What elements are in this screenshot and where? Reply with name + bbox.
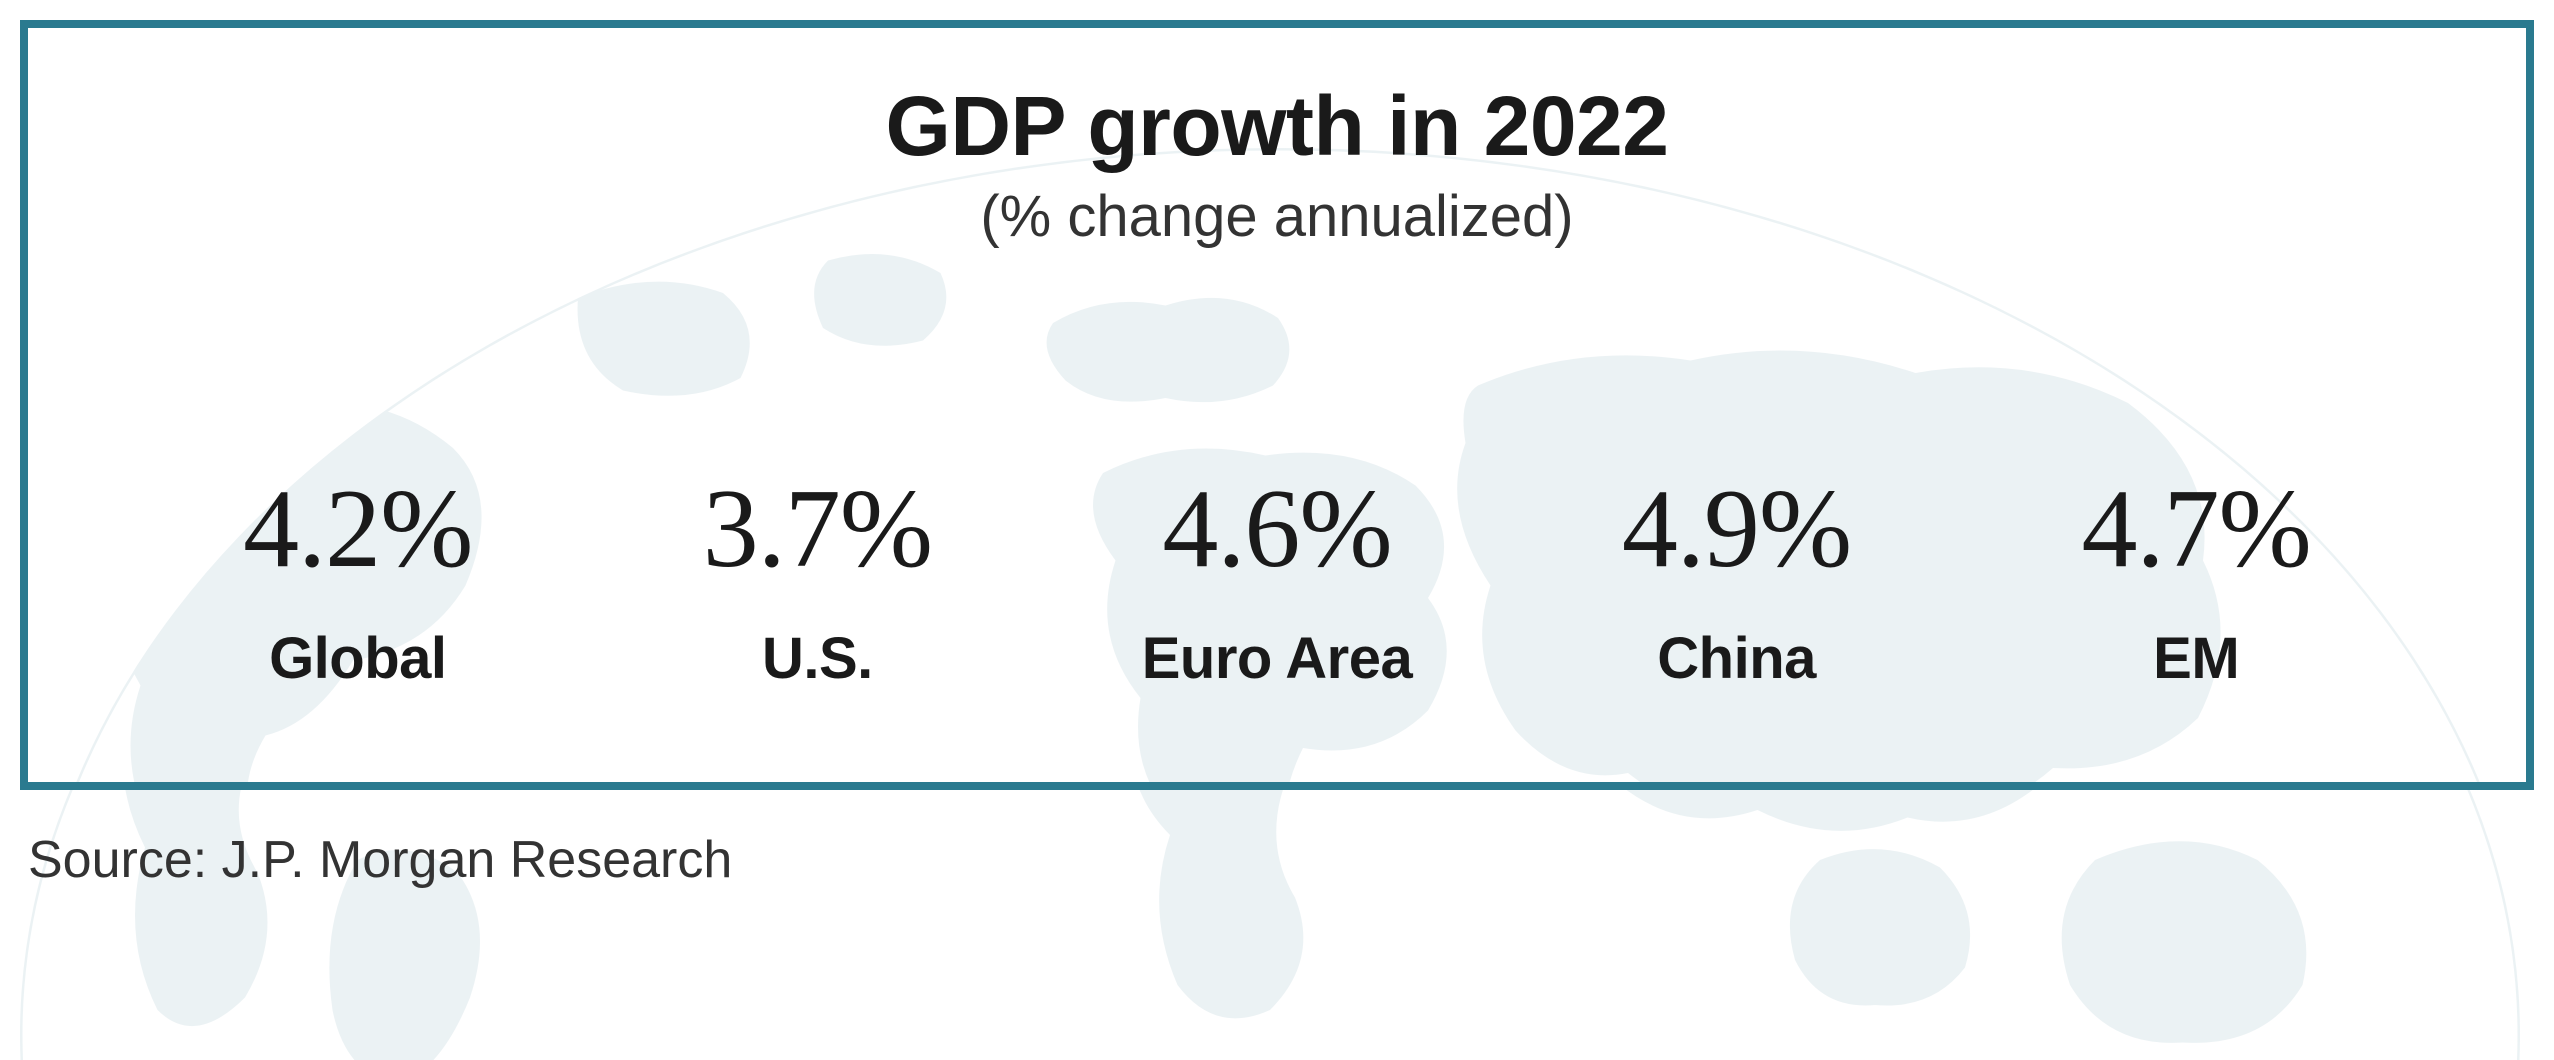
- metric-value: 3.7%: [588, 473, 1048, 585]
- metric-value: 4.7%: [1966, 473, 2426, 585]
- chart-subtitle: (% change annualized): [88, 183, 2466, 250]
- metric-china: 4.9% China: [1507, 473, 1967, 692]
- metric-value: 4.6%: [1047, 473, 1507, 585]
- chart-content: GDP growth in 2022 (% change annualized)…: [28, 28, 2526, 782]
- chart-title: GDP growth in 2022: [88, 78, 2466, 175]
- metric-region: U.S.: [588, 625, 1048, 692]
- metric-euro-area: 4.6% Euro Area: [1047, 473, 1507, 692]
- metric-region: EM: [1966, 625, 2426, 692]
- source-attribution: Source: J.P. Morgan Research: [28, 830, 732, 890]
- metrics-row: 4.2% Global 3.7% U.S. 4.6% Euro Area 4.9…: [88, 250, 2466, 722]
- metric-value: 4.2%: [128, 473, 588, 585]
- metric-us: 3.7% U.S.: [588, 473, 1048, 692]
- metric-em: 4.7% EM: [1966, 473, 2426, 692]
- metric-region: China: [1507, 625, 1967, 692]
- metric-global: 4.2% Global: [128, 473, 588, 692]
- chart-panel: GDP growth in 2022 (% change annualized)…: [20, 20, 2534, 790]
- metric-value: 4.9%: [1507, 473, 1967, 585]
- metric-region: Global: [128, 625, 588, 692]
- metric-region: Euro Area: [1047, 625, 1507, 692]
